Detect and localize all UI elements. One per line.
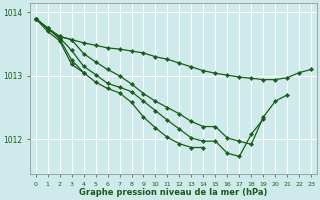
X-axis label: Graphe pression niveau de la mer (hPa): Graphe pression niveau de la mer (hPa) — [79, 188, 268, 197]
